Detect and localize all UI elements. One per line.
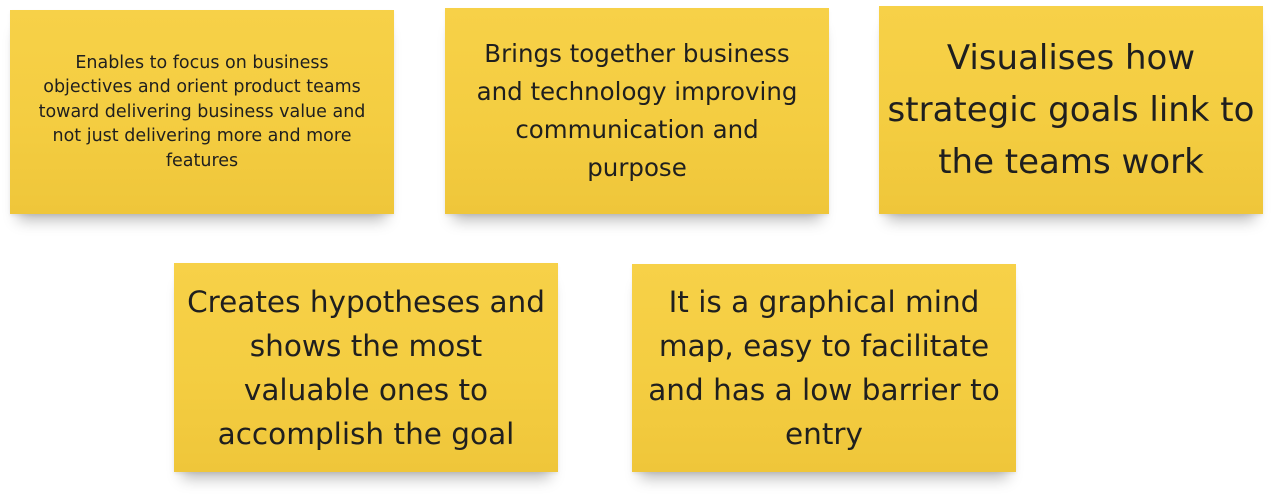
sticky-note-creates-hypotheses[interactable]: Creates hypotheses and shows the most va…: [174, 263, 558, 472]
sticky-note-mind-map[interactable]: It is a graphical mind map, easy to faci…: [632, 264, 1016, 472]
sticky-note-text: Brings together business and technology …: [476, 39, 798, 182]
sticky-note-text: Visualises how strategic goals link to t…: [887, 38, 1255, 182]
sticky-note-text: Enables to focus on business objectives …: [38, 52, 366, 171]
sticky-note-text: It is a graphical mind map, easy to faci…: [648, 285, 1000, 451]
sticky-note-focus-business[interactable]: Enables to focus on business objectives …: [10, 10, 394, 214]
sticky-note-text: Creates hypotheses and shows the most va…: [187, 284, 545, 451]
sticky-note-visualises-goals[interactable]: Visualises how strategic goals link to t…: [879, 6, 1263, 214]
sticky-note-brings-together[interactable]: Brings together business and technology …: [445, 8, 829, 214]
